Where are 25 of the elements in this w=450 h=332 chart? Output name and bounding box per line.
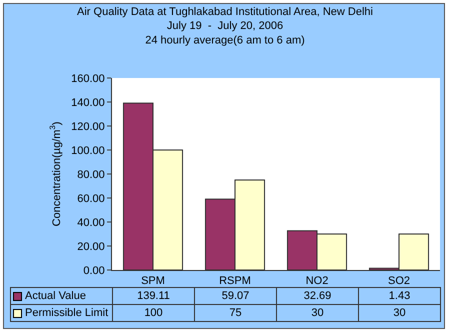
y-tick-label: 160.00 bbox=[71, 72, 105, 85]
y-tick-label: 100.00 bbox=[71, 144, 105, 157]
x-tick-label: SPM bbox=[141, 275, 165, 288]
y-tick-label: 80.00 bbox=[77, 168, 105, 181]
data-label: 100 bbox=[112, 304, 194, 322]
data-label: 139.11 bbox=[112, 288, 194, 304]
y-tick-label: 60.00 bbox=[77, 192, 105, 205]
data-label: 30 bbox=[358, 304, 440, 322]
x-tick-label: NO2 bbox=[306, 275, 328, 288]
y-tick-label: 40.00 bbox=[77, 216, 105, 229]
data-label: 75 bbox=[194, 304, 276, 322]
chart-subtitle: July 19 - July 20, 2006 24 hourly average(6 am to 6 am) bbox=[145, 20, 305, 47]
data-label: 1.43 bbox=[358, 288, 440, 304]
data-label: 32.69 bbox=[276, 288, 358, 304]
y-tick-label: 20.00 bbox=[77, 240, 105, 253]
data-label: 30 bbox=[276, 304, 358, 322]
y-tick-label: 0.00 bbox=[83, 264, 105, 277]
x-tick-label: RSPM bbox=[219, 275, 251, 288]
chart-title: Air Quality Data at Tughlakabad Institutional Area, New Delhi bbox=[77, 6, 373, 18]
x-tick-label: SO2 bbox=[388, 275, 410, 288]
y-tick-label: 120.00 bbox=[71, 120, 105, 133]
y-tick-label: 140.00 bbox=[71, 96, 105, 109]
legend-label: Actual Value bbox=[25, 290, 86, 302]
legend-label: Permissible Limit bbox=[25, 307, 108, 319]
data-label: 59.07 bbox=[194, 288, 276, 304]
